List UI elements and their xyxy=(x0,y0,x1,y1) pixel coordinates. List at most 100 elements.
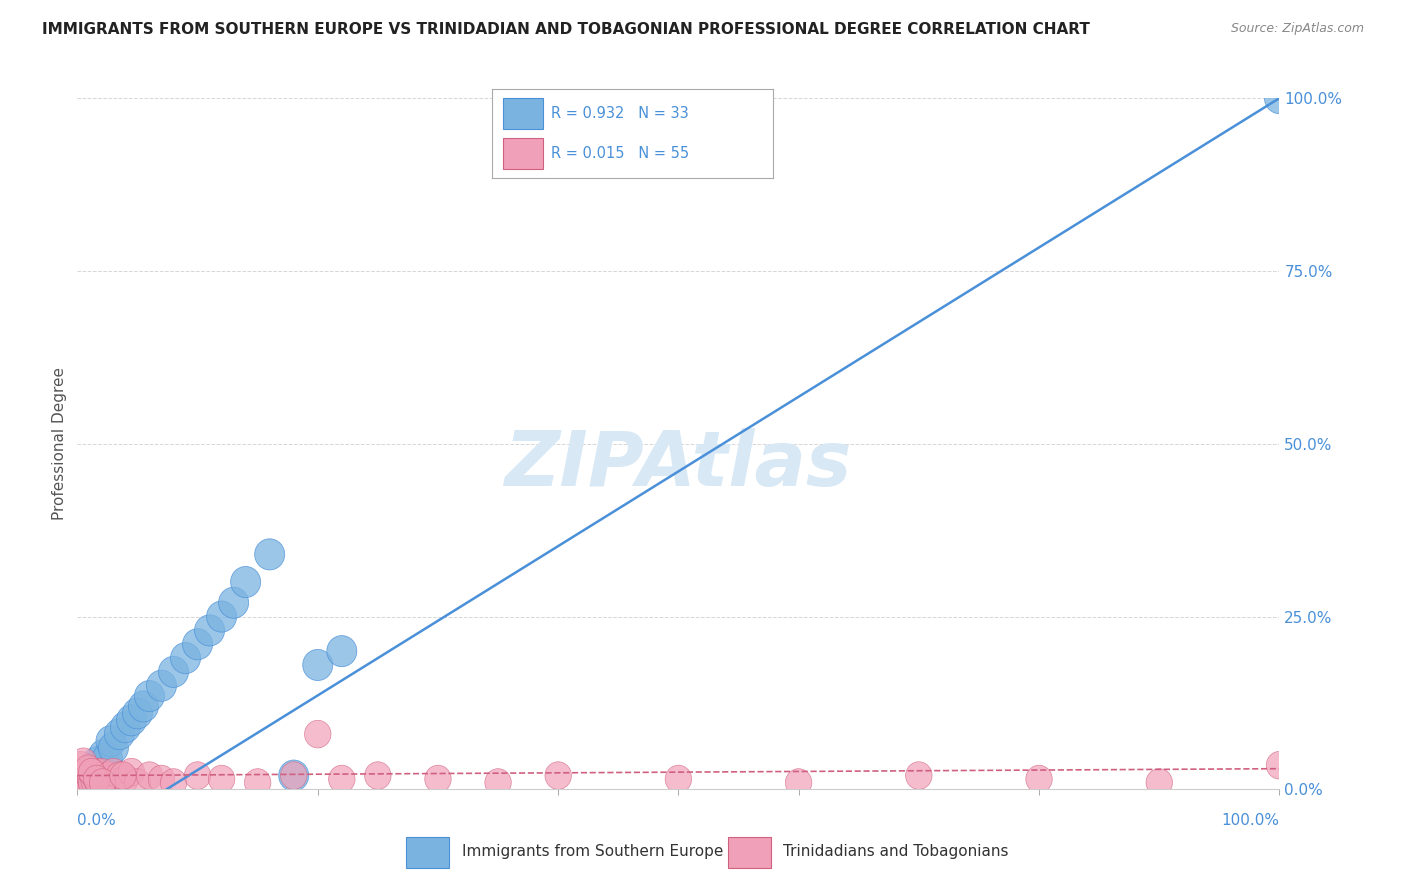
Text: IMMIGRANTS FROM SOUTHERN EUROPE VS TRINIDADIAN AND TOBAGONIAN PROFESSIONAL DEGRE: IMMIGRANTS FROM SOUTHERN EUROPE VS TRINI… xyxy=(42,22,1090,37)
Bar xyxy=(503,98,543,129)
Ellipse shape xyxy=(67,772,94,800)
Ellipse shape xyxy=(93,743,122,774)
Ellipse shape xyxy=(208,765,235,793)
Ellipse shape xyxy=(69,767,98,798)
Ellipse shape xyxy=(786,769,811,797)
Ellipse shape xyxy=(254,539,284,570)
Ellipse shape xyxy=(485,769,512,797)
Ellipse shape xyxy=(107,762,132,789)
Ellipse shape xyxy=(302,649,333,681)
Ellipse shape xyxy=(89,758,115,786)
Ellipse shape xyxy=(77,753,108,784)
Ellipse shape xyxy=(100,758,127,786)
Ellipse shape xyxy=(110,762,136,789)
Ellipse shape xyxy=(118,758,145,786)
Ellipse shape xyxy=(73,765,98,793)
Text: ZIPAtlas: ZIPAtlas xyxy=(505,427,852,501)
Ellipse shape xyxy=(280,762,307,789)
Ellipse shape xyxy=(87,762,114,789)
Ellipse shape xyxy=(425,765,451,793)
Ellipse shape xyxy=(82,767,107,795)
Ellipse shape xyxy=(148,765,174,793)
Ellipse shape xyxy=(75,755,101,782)
Ellipse shape xyxy=(245,769,271,797)
Ellipse shape xyxy=(80,760,107,788)
Ellipse shape xyxy=(66,771,96,802)
Ellipse shape xyxy=(231,566,260,598)
Ellipse shape xyxy=(79,758,105,786)
Ellipse shape xyxy=(135,681,165,712)
Text: R = 0.932   N = 33: R = 0.932 N = 33 xyxy=(551,106,689,121)
Ellipse shape xyxy=(83,758,110,786)
Ellipse shape xyxy=(124,769,150,797)
Text: Source: ZipAtlas.com: Source: ZipAtlas.com xyxy=(1230,22,1364,36)
Ellipse shape xyxy=(72,760,103,791)
Ellipse shape xyxy=(146,670,177,701)
Ellipse shape xyxy=(98,765,124,793)
Ellipse shape xyxy=(86,765,112,793)
Text: 0.0%: 0.0% xyxy=(77,814,117,828)
Ellipse shape xyxy=(278,760,309,791)
Ellipse shape xyxy=(128,691,159,722)
Ellipse shape xyxy=(96,725,127,756)
Ellipse shape xyxy=(82,764,108,791)
Ellipse shape xyxy=(69,765,96,793)
Ellipse shape xyxy=(329,765,356,793)
Ellipse shape xyxy=(170,642,201,673)
Ellipse shape xyxy=(207,601,236,632)
Ellipse shape xyxy=(90,767,117,795)
Ellipse shape xyxy=(159,657,188,688)
Ellipse shape xyxy=(89,739,118,771)
Ellipse shape xyxy=(305,721,330,747)
Bar xyxy=(503,138,543,169)
Ellipse shape xyxy=(84,769,111,797)
Ellipse shape xyxy=(86,749,117,780)
Ellipse shape xyxy=(184,762,211,789)
Ellipse shape xyxy=(103,769,129,797)
Bar xyxy=(728,837,770,868)
Text: Trinidadians and Tobagonians: Trinidadians and Tobagonians xyxy=(783,845,1010,859)
Ellipse shape xyxy=(77,765,104,793)
Ellipse shape xyxy=(76,762,103,789)
Ellipse shape xyxy=(79,770,105,797)
Text: Immigrants from Southern Europe: Immigrants from Southern Europe xyxy=(461,845,723,859)
Ellipse shape xyxy=(72,769,98,797)
Bar xyxy=(406,837,450,868)
Ellipse shape xyxy=(98,732,128,764)
Ellipse shape xyxy=(183,629,212,660)
Ellipse shape xyxy=(218,587,249,618)
Ellipse shape xyxy=(75,767,104,798)
Ellipse shape xyxy=(70,747,97,775)
Ellipse shape xyxy=(111,712,141,743)
Ellipse shape xyxy=(136,762,163,789)
Ellipse shape xyxy=(1267,751,1292,779)
Ellipse shape xyxy=(80,760,111,791)
Ellipse shape xyxy=(117,705,146,736)
Ellipse shape xyxy=(93,764,120,791)
Ellipse shape xyxy=(665,765,692,793)
Ellipse shape xyxy=(1264,83,1295,113)
Ellipse shape xyxy=(194,615,225,646)
Ellipse shape xyxy=(122,698,152,729)
Text: 100.0%: 100.0% xyxy=(1222,814,1279,828)
Ellipse shape xyxy=(546,762,571,789)
Ellipse shape xyxy=(112,765,139,793)
Ellipse shape xyxy=(1026,765,1052,793)
Y-axis label: Professional Degree: Professional Degree xyxy=(52,368,67,520)
Ellipse shape xyxy=(75,769,101,797)
Ellipse shape xyxy=(77,756,107,788)
Ellipse shape xyxy=(70,762,97,789)
Ellipse shape xyxy=(66,769,93,797)
Ellipse shape xyxy=(67,751,94,779)
Ellipse shape xyxy=(83,765,110,793)
Ellipse shape xyxy=(73,758,100,786)
Ellipse shape xyxy=(96,762,122,789)
Ellipse shape xyxy=(905,762,932,789)
Ellipse shape xyxy=(83,747,112,777)
Ellipse shape xyxy=(104,719,135,749)
Ellipse shape xyxy=(160,769,187,797)
Ellipse shape xyxy=(1146,769,1173,797)
Ellipse shape xyxy=(90,769,115,797)
Text: R = 0.015   N = 55: R = 0.015 N = 55 xyxy=(551,146,689,161)
Ellipse shape xyxy=(70,764,101,795)
